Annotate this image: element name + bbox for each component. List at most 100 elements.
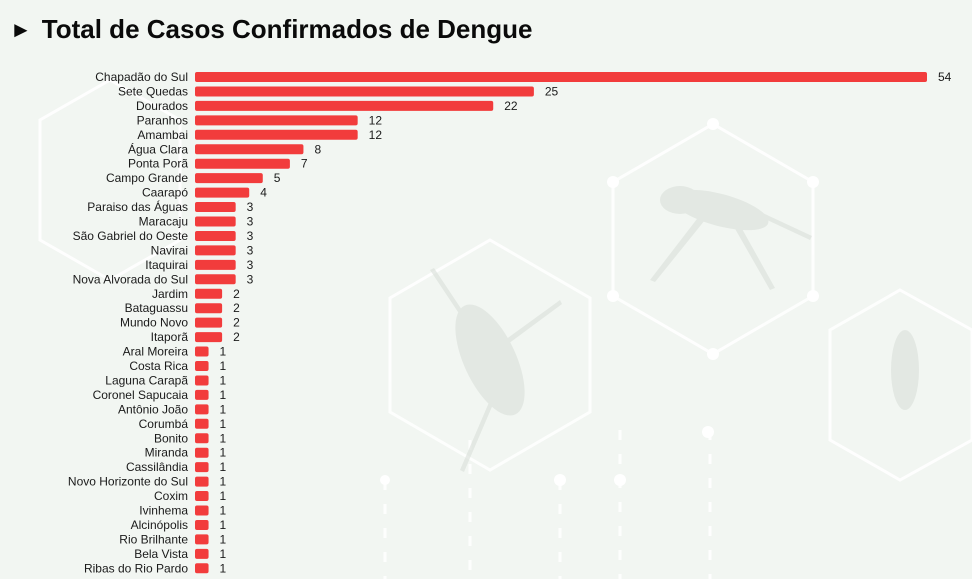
category-label: Caarapó bbox=[142, 186, 188, 200]
bar[interactable] bbox=[195, 361, 209, 371]
bar[interactable] bbox=[195, 129, 358, 140]
bar[interactable] bbox=[195, 100, 494, 111]
value-label: 3 bbox=[247, 243, 254, 257]
value-label: 25 bbox=[545, 84, 559, 98]
value-label: 54 bbox=[938, 70, 952, 84]
bar[interactable] bbox=[195, 447, 209, 458]
value-label: 1 bbox=[220, 388, 227, 402]
category-label: Antônio João bbox=[118, 402, 188, 416]
category-label: Miranda bbox=[145, 446, 189, 460]
category-label: Nova Alvorada do Sul bbox=[73, 272, 188, 286]
triangle-right-icon: ► bbox=[10, 16, 32, 42]
bar[interactable] bbox=[195, 115, 358, 126]
bar[interactable] bbox=[195, 86, 534, 97]
bar[interactable] bbox=[195, 202, 236, 213]
value-label: 2 bbox=[233, 316, 240, 330]
category-label: Itaporã bbox=[151, 330, 189, 344]
category-label: Paranhos bbox=[137, 113, 188, 127]
bar[interactable] bbox=[195, 230, 236, 241]
value-label: 1 bbox=[220, 475, 227, 489]
value-label: 1 bbox=[220, 460, 227, 474]
bar[interactable] bbox=[195, 274, 236, 285]
bar[interactable] bbox=[195, 144, 304, 155]
value-label: 4 bbox=[260, 186, 267, 200]
value-label: 3 bbox=[247, 200, 254, 214]
category-label: Coxim bbox=[154, 489, 188, 503]
value-label: 8 bbox=[314, 142, 321, 156]
value-label: 7 bbox=[301, 157, 308, 171]
value-label: 5 bbox=[274, 171, 281, 185]
category-label: Paraiso das Águas bbox=[87, 199, 188, 214]
category-label: Ivinhema bbox=[139, 504, 188, 518]
category-label: Corumbá bbox=[139, 417, 189, 431]
value-label: 1 bbox=[220, 417, 227, 431]
bar[interactable] bbox=[195, 288, 223, 299]
bar[interactable] bbox=[195, 317, 223, 328]
category-label: Alcinópolis bbox=[131, 518, 188, 532]
value-label: 1 bbox=[220, 431, 227, 445]
category-label: Rio Brilhante bbox=[119, 532, 188, 546]
category-label: Ponta Porã bbox=[128, 157, 188, 171]
category-label: Novo Horizonte do Sul bbox=[68, 475, 188, 489]
bar[interactable] bbox=[195, 303, 223, 314]
value-label: 1 bbox=[220, 359, 227, 373]
value-label: 3 bbox=[247, 215, 254, 229]
category-label: São Gabriel do Oeste bbox=[73, 229, 189, 243]
bar[interactable] bbox=[195, 346, 209, 357]
bar[interactable] bbox=[195, 418, 209, 429]
category-label: Navirai bbox=[151, 243, 188, 257]
bar[interactable] bbox=[195, 404, 209, 415]
category-label: Chapadão do Sul bbox=[95, 70, 188, 84]
category-label: Coronel Sapucaia bbox=[93, 388, 189, 402]
bar[interactable] bbox=[195, 173, 263, 184]
category-label: Mundo Novo bbox=[120, 316, 188, 330]
category-label: Itaquirai bbox=[145, 258, 188, 272]
category-label: Bonito bbox=[154, 431, 188, 445]
category-label: Bela Vista bbox=[134, 547, 188, 561]
value-label: 2 bbox=[233, 301, 240, 315]
value-label: 1 bbox=[220, 504, 227, 518]
bar[interactable] bbox=[195, 158, 290, 169]
bar[interactable] bbox=[195, 505, 209, 516]
value-label: 3 bbox=[247, 272, 254, 286]
bar[interactable] bbox=[195, 389, 209, 400]
bar[interactable] bbox=[195, 534, 209, 545]
category-label: Sete Quedas bbox=[118, 84, 188, 98]
bar[interactable] bbox=[195, 259, 236, 270]
bar[interactable] bbox=[195, 548, 209, 559]
category-label: Ribas do Rio Pardo bbox=[84, 561, 188, 575]
category-label: Amambai bbox=[137, 128, 188, 142]
bar[interactable] bbox=[195, 491, 209, 502]
bar[interactable] bbox=[195, 476, 209, 487]
category-label: Cassilândia bbox=[126, 460, 188, 474]
bar[interactable] bbox=[195, 245, 236, 256]
value-label: 1 bbox=[220, 446, 227, 460]
value-label: 1 bbox=[220, 489, 227, 503]
value-label: 1 bbox=[220, 547, 227, 561]
value-label: 1 bbox=[220, 402, 227, 416]
bar[interactable] bbox=[195, 519, 209, 530]
value-label: 3 bbox=[247, 229, 254, 243]
category-label: Campo Grande bbox=[106, 171, 188, 185]
bar[interactable] bbox=[195, 216, 236, 227]
value-label: 12 bbox=[369, 128, 383, 142]
category-label: Água Clara bbox=[128, 141, 188, 156]
bar[interactable] bbox=[195, 462, 209, 473]
category-label: Costa Rica bbox=[129, 359, 188, 373]
value-label: 2 bbox=[233, 287, 240, 301]
value-label: 22 bbox=[504, 99, 518, 113]
category-label: Maracaju bbox=[139, 215, 188, 229]
bar[interactable] bbox=[195, 187, 250, 198]
value-label: 1 bbox=[220, 345, 227, 359]
bar[interactable] bbox=[195, 375, 209, 386]
bar[interactable] bbox=[195, 563, 209, 574]
value-label: 1 bbox=[220, 518, 227, 532]
bar[interactable] bbox=[195, 332, 223, 343]
value-label: 12 bbox=[369, 113, 383, 127]
category-label: Dourados bbox=[136, 99, 188, 113]
bar[interactable] bbox=[195, 72, 927, 82]
bar[interactable] bbox=[195, 433, 209, 444]
chart-title: Total de Casos Confirmados de Dengue bbox=[41, 14, 533, 44]
